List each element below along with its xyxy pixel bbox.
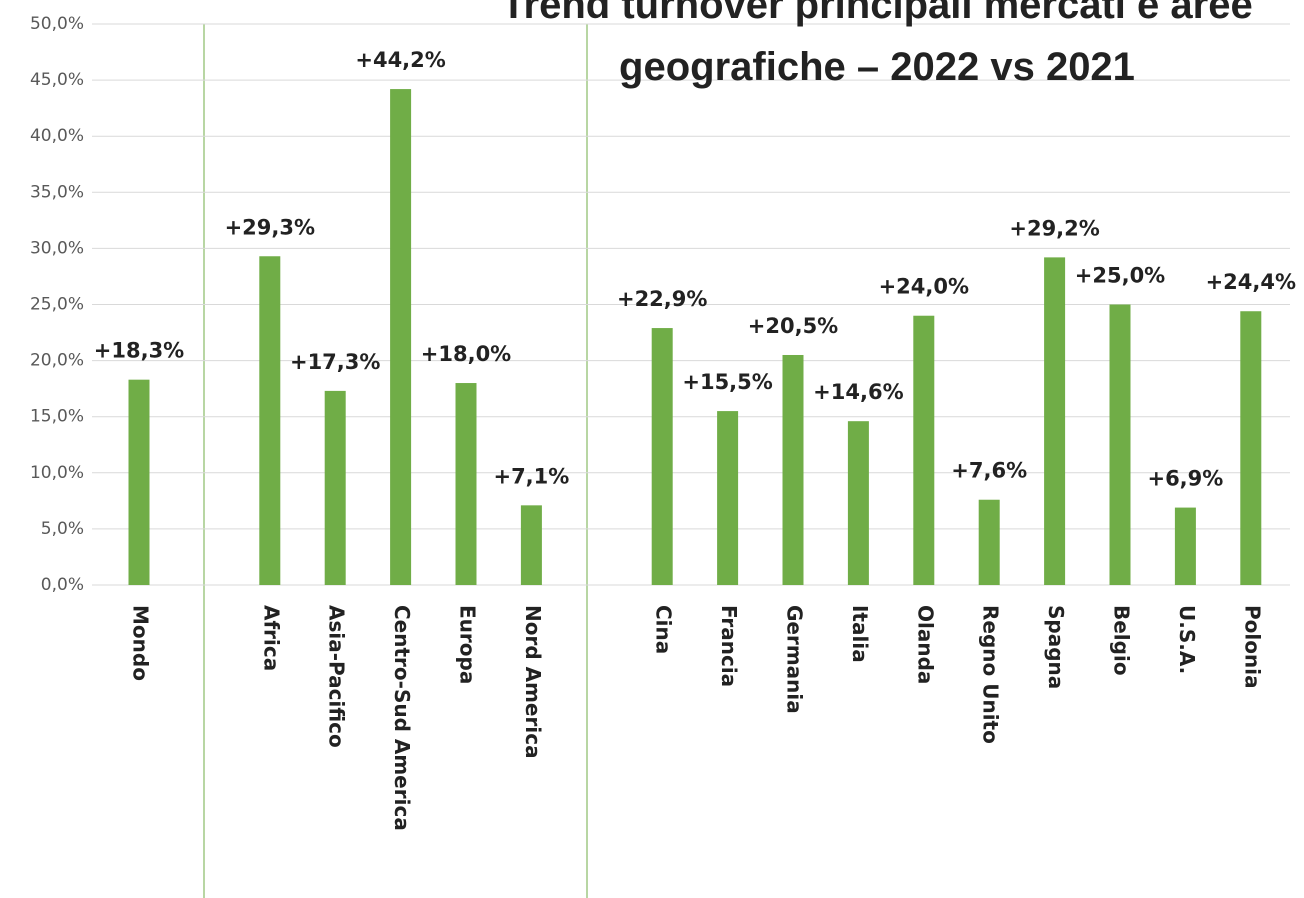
data-label: +25,0%: [1075, 264, 1165, 288]
x-tick-label: Centro-Sud America: [390, 605, 414, 831]
y-tick-label: 5,0%: [41, 519, 84, 539]
x-tick-label: Spagna: [1044, 605, 1068, 689]
y-tick-label: 35,0%: [30, 182, 84, 202]
bar: [847, 421, 869, 585]
data-label: +7,1%: [493, 464, 569, 488]
bar: [1044, 257, 1066, 585]
x-tick-label: Polonia: [1240, 605, 1264, 689]
data-label: +18,0%: [421, 342, 511, 366]
bar: [1174, 507, 1196, 585]
y-tick-label: 25,0%: [30, 295, 84, 315]
bar: [782, 354, 804, 585]
data-label: +29,2%: [1009, 216, 1099, 240]
x-tick-label: Regno Unito: [979, 605, 1003, 744]
x-tick-label: Europa: [456, 605, 480, 684]
data-label: +6,9%: [1147, 467, 1223, 491]
x-tick-label: Francia: [717, 605, 741, 687]
bar: [651, 328, 673, 585]
x-tick-label: Mondo: [129, 605, 153, 681]
x-tick-label: Belgio: [1110, 605, 1134, 676]
data-label: +17,3%: [290, 350, 380, 374]
bar: [259, 256, 281, 585]
bar: [913, 315, 935, 585]
x-tick-label: Africa: [259, 605, 283, 671]
y-tick-label: 20,0%: [30, 351, 84, 371]
data-label: +20,5%: [748, 314, 838, 338]
x-tick-label: Olanda: [913, 605, 937, 684]
data-label: +22,9%: [617, 287, 707, 311]
data-label: +29,3%: [225, 215, 315, 239]
y-tick-label: 40,0%: [30, 126, 84, 146]
chart-title: Trend turnover principali mercati e aree…: [501, 0, 1253, 89]
bar: [324, 390, 346, 585]
bar: [520, 505, 542, 585]
data-label: +15,5%: [682, 370, 772, 394]
x-tick-label: Germania: [783, 605, 807, 714]
data-label: +14,6%: [813, 380, 903, 404]
x-tick-label: U.S.A.: [1175, 605, 1199, 674]
bar: [717, 411, 739, 585]
y-tick-label: 50,0%: [30, 14, 84, 34]
x-tick-label: Cina: [652, 605, 676, 654]
y-tick-label: 45,0%: [30, 70, 84, 90]
bar: [978, 499, 1000, 585]
bar: [390, 89, 412, 586]
data-label: +24,4%: [1206, 270, 1296, 294]
bar: [455, 383, 477, 585]
data-label: +44,2%: [355, 48, 445, 72]
y-tick-label: 30,0%: [30, 238, 84, 258]
bar: [128, 379, 150, 585]
bar: [1109, 304, 1131, 585]
y-tick-label: 0,0%: [41, 575, 84, 595]
y-tick-label: 15,0%: [30, 407, 84, 427]
data-label: +18,3%: [94, 339, 184, 363]
x-tick-label: Asia-Pacifico: [325, 605, 349, 748]
x-tick-label: Nord America: [521, 605, 545, 759]
y-tick-label: 10,0%: [30, 463, 84, 483]
data-label: +24,0%: [879, 275, 969, 299]
bar: [1240, 311, 1262, 585]
data-label: +7,6%: [951, 459, 1027, 483]
x-tick-label: Italia: [848, 605, 872, 663]
